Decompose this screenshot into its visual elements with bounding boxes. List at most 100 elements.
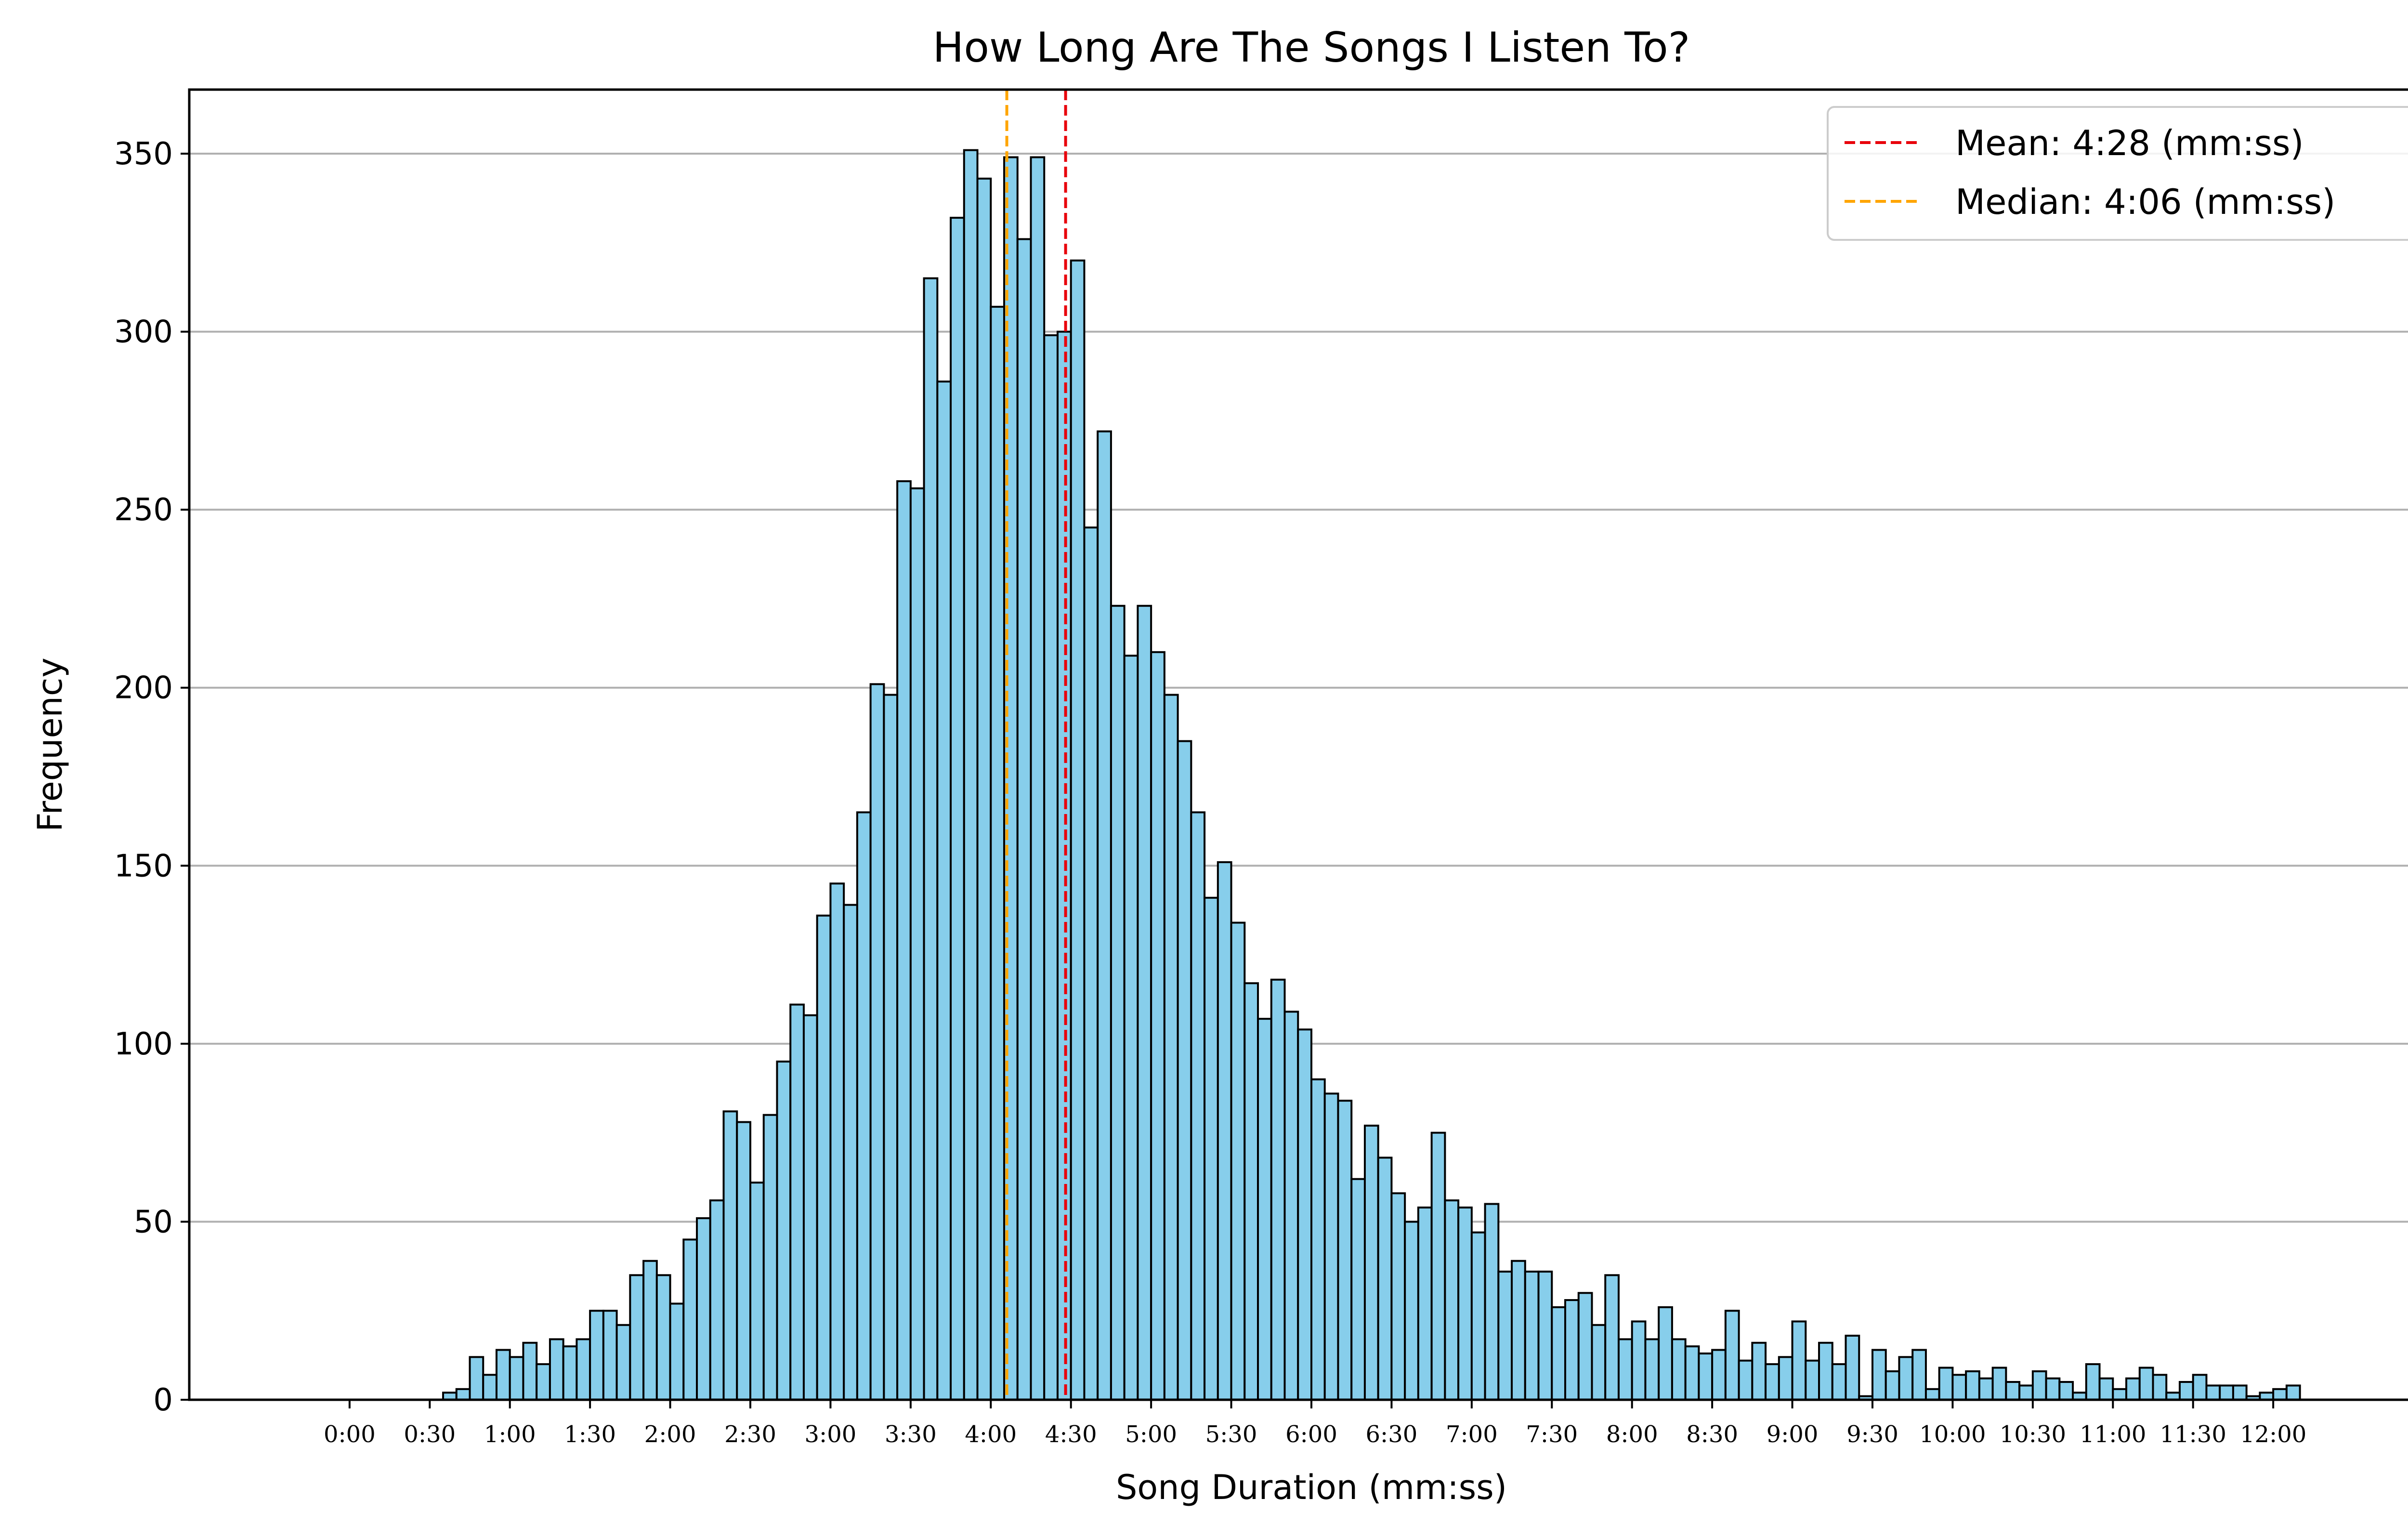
- histogram-bar: [2005, 1381, 2021, 1401]
- x-tick-label: 7:30: [1526, 1421, 1578, 1448]
- histogram-bar: [1965, 1370, 1980, 1401]
- histogram-bar: [549, 1338, 564, 1401]
- histogram-bar: [1684, 1345, 1700, 1401]
- histogram-bar: [1150, 651, 1165, 1401]
- histogram-bar: [1924, 1388, 1940, 1401]
- x-axis-ticks: 0:00 0:30 1:00 1:30 2:00 2:30 3:00 3:30 4:00 4:30…: [324, 1400, 2306, 1448]
- histogram-bar: [802, 1014, 818, 1401]
- histogram-bar: [1617, 1338, 1633, 1401]
- histogram-bar: [1671, 1338, 1687, 1401]
- histogram-bar: [536, 1363, 551, 1401]
- histogram-bar: [923, 277, 939, 1401]
- histogram-bar: [2232, 1384, 2248, 1401]
- histogram-bar: [1577, 1292, 1593, 1401]
- histogram-bar: [1724, 1310, 1740, 1401]
- histogram-bar: [1016, 238, 1032, 1401]
- histogram-bar: [589, 1310, 604, 1401]
- legend-label-median: Median: 4:06 (mm:ss): [1955, 182, 2335, 222]
- x-tick-label: 9:30: [1846, 1421, 1898, 1448]
- x-tick-label: 7:00: [1446, 1421, 1498, 1448]
- histogram-bar: [1323, 1092, 1339, 1401]
- histogram-bar: [2192, 1374, 2208, 1401]
- y-axis-ticks: 0 50 100 150 200 250 300 350: [114, 136, 189, 1418]
- legend-label-mean: Mean: 4:28 (mm:ss): [1955, 123, 2304, 163]
- histogram-bar: [1097, 430, 1112, 1401]
- histogram-bar: [1805, 1359, 1820, 1401]
- y-tick-label: 300: [114, 315, 173, 350]
- histogram-bar: [1430, 1131, 1446, 1401]
- histogram-bar: [1711, 1349, 1727, 1401]
- x-tick-label: 1:00: [484, 1421, 536, 1448]
- x-tick-label: 5:30: [1205, 1421, 1257, 1448]
- histogram-bar: [655, 1274, 671, 1401]
- histogram-bar: [1257, 1018, 1272, 1401]
- histogram-bar: [883, 694, 899, 1401]
- histogram-bar: [509, 1356, 524, 1401]
- histogram-bar: [1297, 1028, 1313, 1401]
- histogram-bar: [1363, 1124, 1379, 1401]
- histogram-bar: [1951, 1374, 1967, 1401]
- histogram-bar: [1390, 1192, 1406, 1401]
- histogram-bar: [2219, 1384, 2234, 1401]
- histogram-bar: [615, 1324, 631, 1401]
- histogram-bar: [1283, 1011, 1299, 1401]
- histogram-bar: [1204, 896, 1219, 1401]
- histogram-bar: [1871, 1349, 1887, 1401]
- y-tick-label: 0: [153, 1382, 173, 1418]
- histogram-bar: [2152, 1374, 2168, 1401]
- histogram-bar: [722, 1110, 738, 1401]
- histogram-bar: [1551, 1306, 1567, 1401]
- histogram-bar: [1230, 921, 1246, 1401]
- histogram-bar: [1417, 1206, 1433, 1401]
- histogram-bar: [1457, 1206, 1473, 1401]
- histogram-bar: [789, 1003, 805, 1401]
- histogram-bar: [696, 1217, 711, 1401]
- x-tick-label: 2:30: [724, 1421, 776, 1448]
- histogram-bar: [1818, 1341, 1833, 1401]
- histogram-bar: [1938, 1367, 1954, 1401]
- histogram-bar: [522, 1341, 538, 1401]
- x-tick-label: 10:00: [1919, 1421, 1986, 1448]
- histogram-bar: [736, 1121, 752, 1401]
- histogram-bar: [2205, 1384, 2221, 1401]
- histogram-bar: [1070, 259, 1086, 1401]
- histogram-bar: [682, 1238, 698, 1401]
- histogram-bar: [1791, 1320, 1807, 1401]
- legend: Mean: 4:28 (mm:ss) Median: 4:06 (mm:ss): [1827, 106, 2408, 241]
- histogram-bar: [2112, 1388, 2128, 1401]
- x-tick-label: 1:30: [564, 1421, 616, 1448]
- histogram-bar: [1470, 1231, 1486, 1401]
- histogram-bar: [629, 1274, 645, 1401]
- histogram-bar: [562, 1345, 578, 1401]
- histogram-bar: [990, 305, 1006, 1401]
- histogram-bar: [495, 1349, 511, 1401]
- histogram-bar: [856, 811, 872, 1401]
- y-axis-title: Frequency: [30, 657, 70, 832]
- histogram-bar: [482, 1374, 497, 1401]
- histogram-bar: [1831, 1363, 1847, 1401]
- histogram-bar: [1778, 1356, 1793, 1401]
- histogram-bar: [1484, 1203, 1500, 1401]
- x-tick-label: 10:30: [2000, 1421, 2066, 1448]
- y-tick-label: 200: [114, 670, 173, 706]
- histogram-bar: [2031, 1370, 2047, 1401]
- histogram-bar: [896, 480, 912, 1401]
- histogram-bar: [1564, 1299, 1580, 1401]
- histogram-bar: [1698, 1352, 1714, 1401]
- histogram-bar: [829, 882, 845, 1401]
- y-tick-label: 350: [114, 136, 173, 172]
- histogram-bar: [1658, 1306, 1673, 1401]
- chart-title: How Long Are The Songs I Listen To?: [933, 24, 1690, 72]
- histogram-bar: [602, 1310, 618, 1401]
- histogram-bar: [1270, 978, 1286, 1401]
- x-tick-label: 12:00: [2240, 1421, 2306, 1448]
- y-tick-label: 150: [114, 848, 173, 884]
- x-tick-label: 3:00: [805, 1421, 857, 1448]
- histogram-bar: [642, 1260, 658, 1401]
- reference-lines: [1005, 90, 1067, 1400]
- histogram-bar: [1337, 1100, 1353, 1401]
- x-axis-title: Song Duration (mm:ss): [1116, 1468, 1507, 1507]
- histogram-bar: [1537, 1270, 1553, 1401]
- x-tick-label: 8:30: [1686, 1421, 1738, 1448]
- y-tick-label: 100: [114, 1026, 173, 1062]
